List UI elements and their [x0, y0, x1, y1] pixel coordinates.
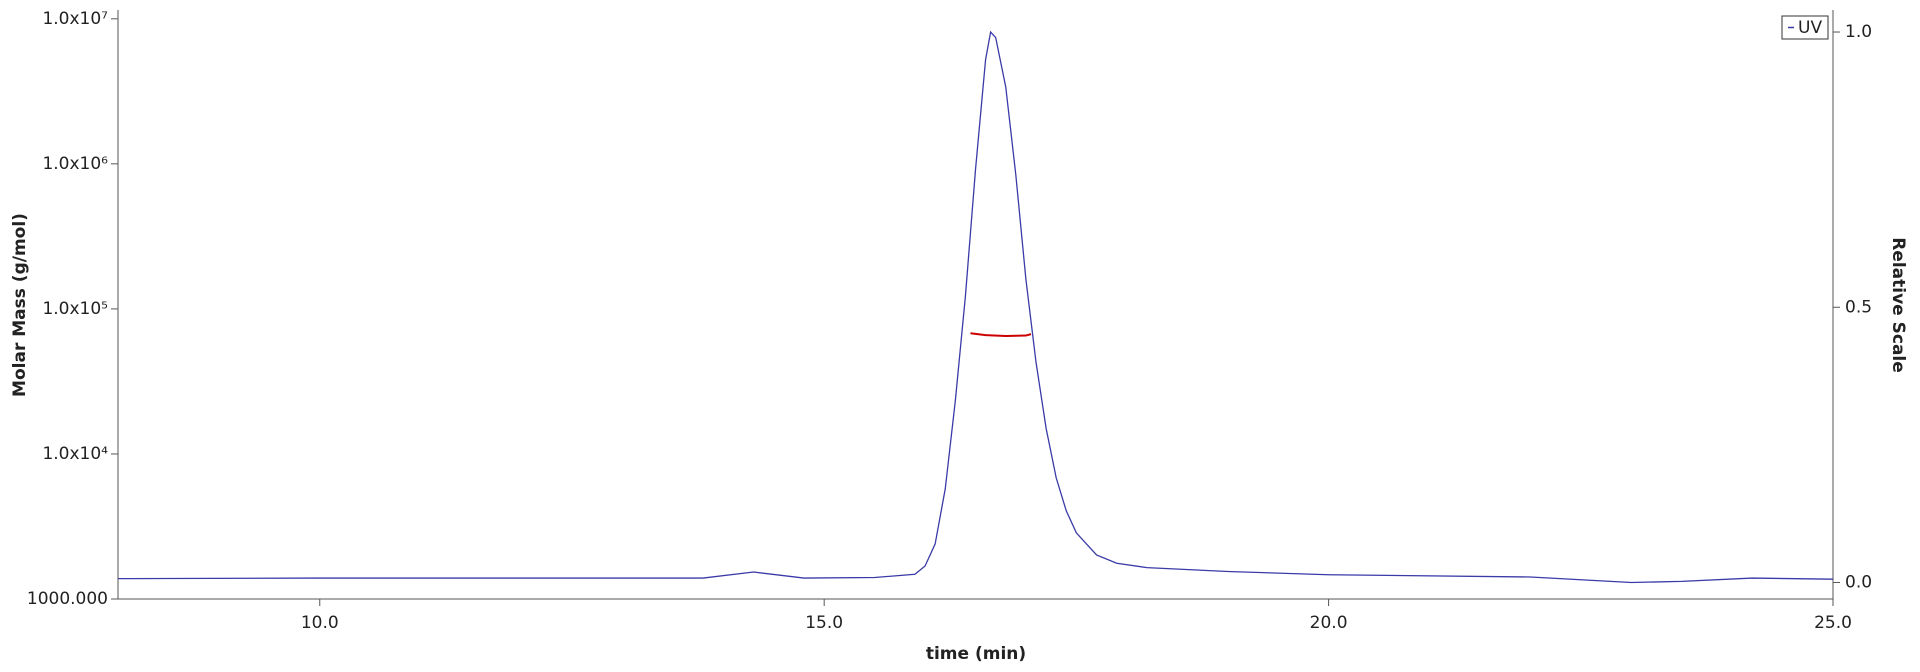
legend-label: UV [1798, 18, 1822, 38]
legend-box [1781, 15, 1829, 40]
y2-tick-label: 0.0 [1845, 572, 1872, 592]
x-tick-label: 25.0 [1814, 613, 1852, 633]
y-tick-label: 1.0x10⁷ [42, 9, 108, 29]
y-tick-label: 1.0x10⁴ [42, 444, 108, 464]
y-tick-label: 1000.000 [27, 589, 108, 609]
series-line [970, 332, 1032, 338]
y-axis-label: Molar Mass (g/mol) [10, 213, 30, 397]
x-tick-label: 15.0 [805, 613, 843, 633]
y2-tick-label: 1.0 [1845, 22, 1872, 42]
y2-axis-label: Relative Scale [1888, 237, 1908, 373]
x-tick-label: 10.0 [301, 613, 339, 633]
x-tick-label: 20.0 [1310, 613, 1348, 633]
y2-tick-label: 0.5 [1845, 297, 1872, 317]
y-tick-label: 1.0x10⁶ [42, 154, 108, 174]
y-tick-label: 1.0x10⁵ [42, 299, 108, 319]
series-line [117, 30, 1834, 584]
x-axis-label: time (min) [926, 644, 1026, 664]
